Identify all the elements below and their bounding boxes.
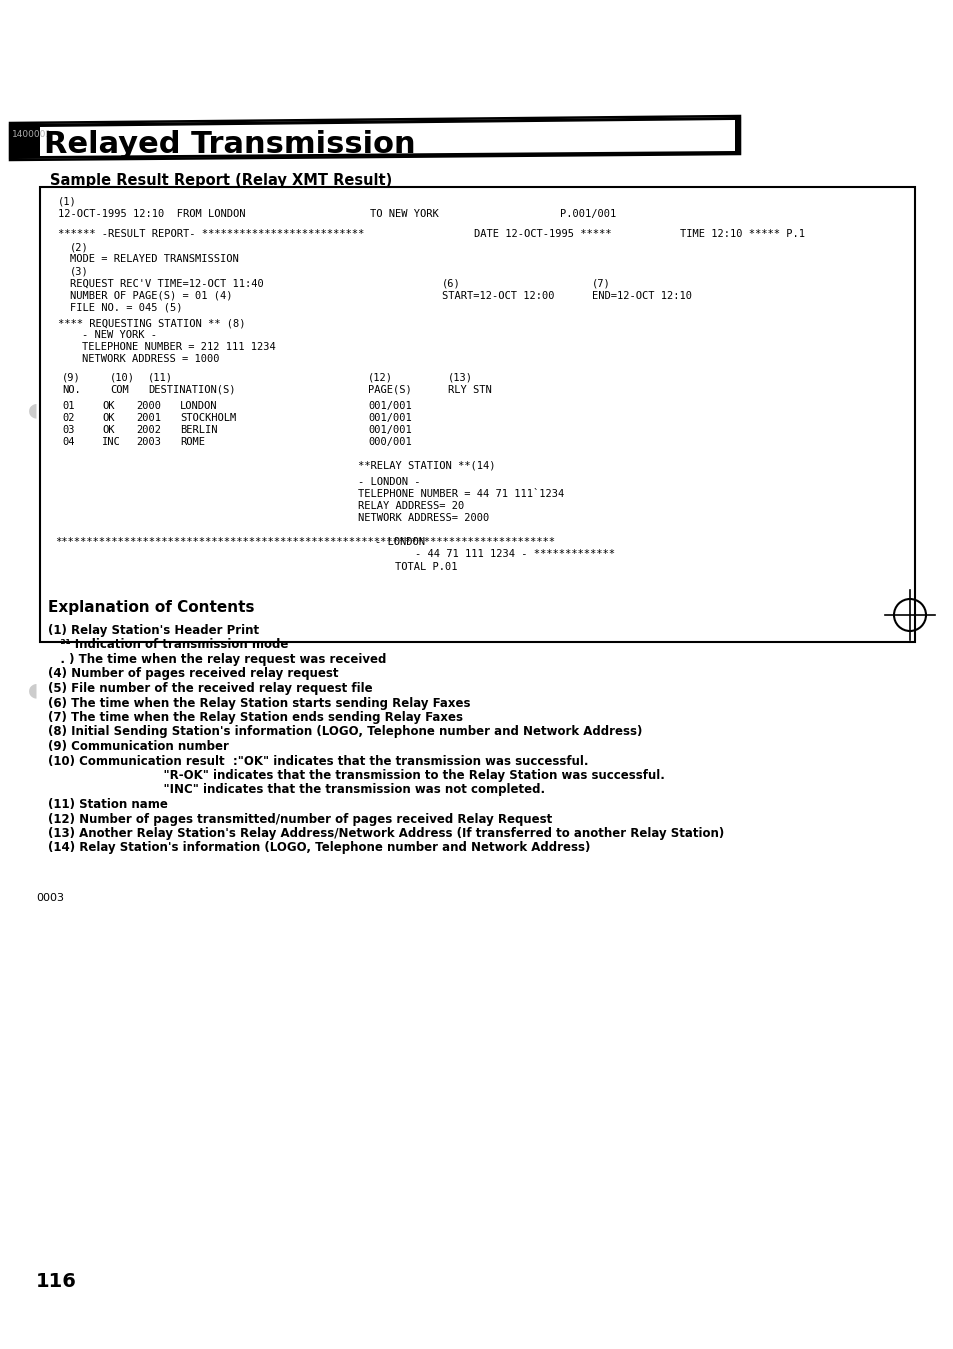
Text: "INC" indicates that the transmission was not completed.: "INC" indicates that the transmission wa… [48,784,544,796]
Text: Explanation of Contents: Explanation of Contents [48,600,254,615]
Text: ◖: ◖ [28,401,38,420]
Text: MODE = RELAYED TRANSMISSION: MODE = RELAYED TRANSMISSION [70,254,238,264]
Text: 116: 116 [36,1272,77,1291]
Text: RLY STN: RLY STN [448,384,491,395]
Text: ²¹ Indication of transmission mode: ²¹ Indication of transmission mode [48,638,288,652]
Text: 02: 02 [62,413,74,424]
Text: (7): (7) [592,279,610,289]
Text: (2): (2) [70,241,89,252]
Text: TIME 12:10 ***** P.1: TIME 12:10 ***** P.1 [679,229,804,239]
Text: PAGE(S): PAGE(S) [368,384,412,395]
Text: ****** -RESULT REPORT- **************************: ****** -RESULT REPORT- *****************… [58,229,364,239]
Text: (11): (11) [148,374,172,383]
Text: DESTINATION(S): DESTINATION(S) [148,384,235,395]
Text: 2003: 2003 [136,437,161,447]
Text: TO NEW YORK: TO NEW YORK [370,209,438,219]
Text: (12) Number of pages transmitted/number of pages received Relay Request: (12) Number of pages transmitted/number … [48,812,552,826]
Text: TOTAL P.01: TOTAL P.01 [395,563,457,572]
Text: ********************************************************************************: ****************************************… [55,537,555,546]
Text: (14) Relay Station's information (LOGO, Telephone number and Network Address): (14) Relay Station's information (LOGO, … [48,842,590,854]
Text: - 44 71 111 1234 - *************: - 44 71 111 1234 - ************* [415,549,615,558]
Text: (3): (3) [70,267,89,277]
Text: RELAY ADDRESS= 20: RELAY ADDRESS= 20 [357,500,464,511]
Text: - LONDON: - LONDON [375,537,424,546]
Text: NUMBER OF PAGE(S) = 01 (4): NUMBER OF PAGE(S) = 01 (4) [70,291,233,301]
Text: (9): (9) [62,374,81,383]
Text: REQUEST REC'V TIME=12-OCT 11:40: REQUEST REC'V TIME=12-OCT 11:40 [70,279,263,289]
Text: 001/001: 001/001 [368,413,412,424]
Text: 04: 04 [62,437,74,447]
Text: END=12-OCT 12:10: END=12-OCT 12:10 [592,291,691,301]
Text: (4) Number of pages received relay request: (4) Number of pages received relay reque… [48,668,338,680]
Text: (10) Communication result  :"OK" indicates that the transmission was successful.: (10) Communication result :"OK" indicate… [48,754,588,768]
Text: 2000: 2000 [136,401,161,411]
Text: **RELAY STATION **(14): **RELAY STATION **(14) [357,460,495,469]
Text: ROME: ROME [180,437,205,447]
Text: START=12-OCT 12:00: START=12-OCT 12:00 [441,291,554,301]
Text: - LONDON -: - LONDON - [357,478,420,487]
Text: 12-OCT-1995 12:10  FROM LONDON: 12-OCT-1995 12:10 FROM LONDON [58,209,245,219]
Text: Relayed Transmission: Relayed Transmission [44,130,416,159]
Text: 03: 03 [62,425,74,434]
Text: OK: OK [102,413,114,424]
Text: (1) Relay Station's Header Print: (1) Relay Station's Header Print [48,625,259,637]
Text: INC: INC [102,437,121,447]
Text: NO.: NO. [62,384,81,395]
Text: LONDON: LONDON [180,401,217,411]
Text: (6) The time when the Relay Station starts sending Relay Faxes: (6) The time when the Relay Station star… [48,696,470,710]
Text: **** REQUESTING STATION ** (8): **** REQUESTING STATION ** (8) [58,318,245,328]
Text: . ) The time when the relay request was received: . ) The time when the relay request was … [48,653,386,666]
Text: - NEW YORK -: - NEW YORK - [82,331,157,340]
Text: 1400001: 1400001 [12,130,52,139]
Text: (10): (10) [110,374,135,383]
Text: STOCKHOLM: STOCKHOLM [180,413,236,424]
Polygon shape [40,120,734,156]
Text: Sample Result Report (Relay XMT Result): Sample Result Report (Relay XMT Result) [50,173,392,188]
Text: NETWORK ADDRESS = 1000: NETWORK ADDRESS = 1000 [82,353,219,364]
Text: OK: OK [102,425,114,434]
Text: BERLIN: BERLIN [180,425,217,434]
Text: (5) File number of the received relay request file: (5) File number of the received relay re… [48,683,373,695]
Text: 01: 01 [62,401,74,411]
Text: TELEPHONE NUMBER = 44 71 111`1234: TELEPHONE NUMBER = 44 71 111`1234 [357,488,563,499]
Text: 2001: 2001 [136,413,161,424]
Text: (7) The time when the Relay Station ends sending Relay Faxes: (7) The time when the Relay Station ends… [48,711,462,724]
Text: (9) Communication number: (9) Communication number [48,741,229,753]
Text: 000/001: 000/001 [368,437,412,447]
Text: COM: COM [110,384,129,395]
Text: P.001/001: P.001/001 [559,209,616,219]
Text: (1): (1) [58,197,76,206]
Text: (13) Another Relay Station's Relay Address/Network Address (If transferred to an: (13) Another Relay Station's Relay Addre… [48,827,723,840]
Text: TELEPHONE NUMBER = 212 111 1234: TELEPHONE NUMBER = 212 111 1234 [82,343,275,352]
Text: NETWORK ADDRESS= 2000: NETWORK ADDRESS= 2000 [357,513,489,523]
Text: 2002: 2002 [136,425,161,434]
Text: 001/001: 001/001 [368,425,412,434]
Text: FILE NO. = 045 (5): FILE NO. = 045 (5) [70,304,182,313]
Text: (13): (13) [448,374,473,383]
Text: "R-OK" indicates that the transmission to the Relay Station was successful.: "R-OK" indicates that the transmission t… [48,769,664,782]
Text: DATE 12-OCT-1995 *****: DATE 12-OCT-1995 ***** [474,229,611,239]
Text: (12): (12) [368,374,393,383]
Text: ◖: ◖ [28,680,38,699]
Text: (11) Station name: (11) Station name [48,799,168,811]
Text: 0003: 0003 [36,893,64,902]
Polygon shape [10,117,740,158]
Text: (8) Initial Sending Station's information (LOGO, Telephone number and Network Ad: (8) Initial Sending Station's informatio… [48,726,641,738]
Text: (6): (6) [441,279,460,289]
Text: 001/001: 001/001 [368,401,412,411]
Text: OK: OK [102,401,114,411]
Bar [40,188,914,642]
